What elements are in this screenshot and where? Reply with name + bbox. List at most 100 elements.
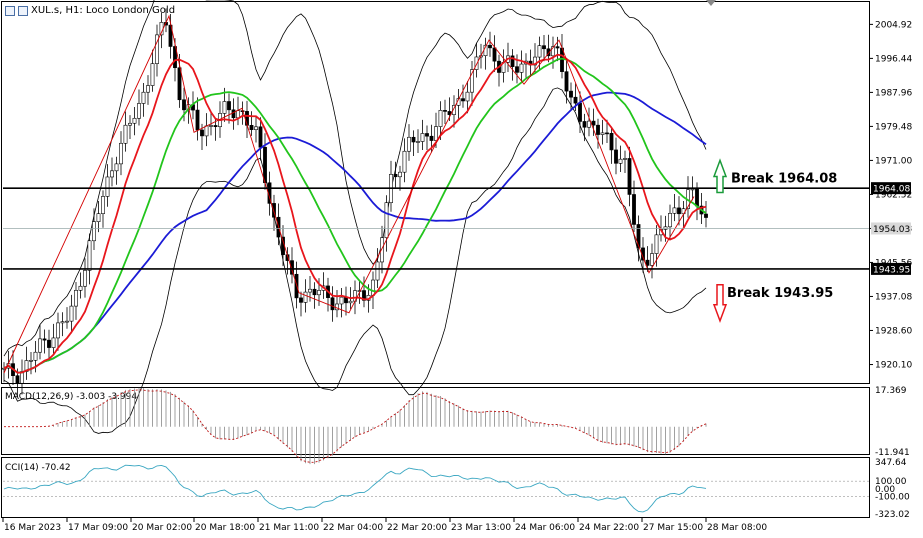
candle-body <box>204 125 209 137</box>
candle-body <box>663 226 668 230</box>
candle-body <box>420 133 425 142</box>
price-tick-label: 1920.10 <box>875 361 912 371</box>
macd-tick-label: -11.941 <box>875 448 910 458</box>
candle-body <box>312 288 317 296</box>
candle-body <box>407 136 411 152</box>
candle-body <box>704 213 708 218</box>
cci-tick-label: 347.64 <box>875 458 907 468</box>
price-tick-label: 1971.00 <box>875 156 912 166</box>
time-tick-label: 23 Mar 13:00 <box>451 523 511 533</box>
candle-body <box>254 126 258 130</box>
chart-header: XUL.s, H1: Loco London Gold <box>5 5 175 16</box>
price-tick-label: 1928.60 <box>875 326 912 336</box>
candle-body <box>551 46 555 57</box>
candle-body <box>650 253 654 266</box>
candle-body <box>123 124 128 144</box>
candle-body <box>299 297 303 303</box>
candles-group <box>2 8 708 398</box>
candle-body <box>384 202 389 239</box>
cci-label: CCI(14) -70.42 <box>5 463 71 473</box>
price-tick-label: 1987.96 <box>875 88 912 98</box>
cci-line <box>3 464 707 513</box>
candle-body <box>128 122 132 126</box>
candle-body <box>510 55 515 67</box>
candle-body <box>317 290 321 296</box>
cci-tick-label: -323.02 <box>875 510 910 520</box>
break-up-label: Break 1964.08 <box>731 171 837 186</box>
ma-mid-line <box>3 57 707 374</box>
macd-signal-line <box>4 389 707 463</box>
chart-type-icon[interactable] <box>5 5 15 16</box>
candle-body <box>258 126 263 148</box>
macd-panel-frame <box>1 387 870 455</box>
candle-body <box>146 85 150 93</box>
candle-body <box>443 110 447 112</box>
candle-body <box>695 188 699 207</box>
candle-body <box>452 105 456 115</box>
candle-body <box>614 149 618 164</box>
candle-body <box>69 305 74 322</box>
candle-body <box>402 150 407 173</box>
candle-body <box>110 170 114 178</box>
candle-body <box>398 171 402 178</box>
candle-body <box>272 203 276 218</box>
time-tick-label: 24 Mar 06:00 <box>515 523 575 533</box>
candle-body <box>119 142 123 165</box>
candle-body <box>618 158 623 164</box>
candle-body <box>564 71 569 92</box>
candle-body <box>177 67 182 101</box>
price-tag-label: 1954.03 <box>873 225 910 235</box>
candle-body <box>114 163 119 172</box>
chart-title: XUL.s, H1: Loco London Gold <box>31 5 176 16</box>
time-tick-label: 21 Mar 11:00 <box>259 523 319 533</box>
candle-body <box>578 102 582 122</box>
candle-body <box>209 125 213 127</box>
candle-body <box>690 188 695 191</box>
candle-body <box>587 120 591 128</box>
ma-slow-line <box>3 91 707 374</box>
candle-body <box>461 98 465 102</box>
candle-body <box>627 158 632 195</box>
candle-body <box>92 221 96 242</box>
candle-body <box>375 261 380 281</box>
candle-body <box>474 56 479 70</box>
candle-body <box>47 339 51 348</box>
macd-tick-label: 17.369 <box>875 386 907 396</box>
candle-body <box>636 224 641 249</box>
candle-body <box>74 289 78 307</box>
candle-body <box>434 126 438 141</box>
candle-body <box>609 132 614 151</box>
bollinger-lower-line <box>3 87 707 434</box>
candle-body <box>213 125 218 128</box>
price-tick-label: 1937.08 <box>875 292 912 302</box>
symbol-icon[interactable] <box>18 5 28 16</box>
candle-body <box>380 237 384 263</box>
candle-body <box>488 44 492 49</box>
time-tick-label: 22 Mar 04:00 <box>323 523 383 533</box>
candle-body <box>537 45 542 58</box>
candle-body <box>632 194 636 225</box>
time-tick-label: 16 Mar 2023 <box>4 523 61 533</box>
candle-body <box>429 135 434 141</box>
candle-body <box>173 46 177 69</box>
candle-body <box>105 176 110 197</box>
candle-body <box>38 338 42 353</box>
arrow-up-icon <box>712 158 728 194</box>
candle-body <box>132 117 137 124</box>
candle-body <box>236 110 240 119</box>
price-tag-label: 1943.95 <box>873 265 910 275</box>
candle-body <box>231 109 236 119</box>
time-tick-label: 22 Mar 20:00 <box>387 523 447 533</box>
time-tick-label: 24 Mar 22:00 <box>579 523 639 533</box>
macd-label: MACD(12,26,9) -3.003 -3.994 <box>5 392 137 402</box>
candle-body <box>654 234 659 254</box>
candle-body <box>668 213 672 228</box>
cci-tick-label: 100.00 <box>875 477 907 487</box>
ma-fast-line <box>3 53 707 374</box>
candle-body <box>623 158 627 160</box>
scroll-marker-icon[interactable] <box>706 0 716 6</box>
candle-body <box>60 321 65 324</box>
candle-body <box>200 129 204 137</box>
candle-body <box>555 46 560 49</box>
